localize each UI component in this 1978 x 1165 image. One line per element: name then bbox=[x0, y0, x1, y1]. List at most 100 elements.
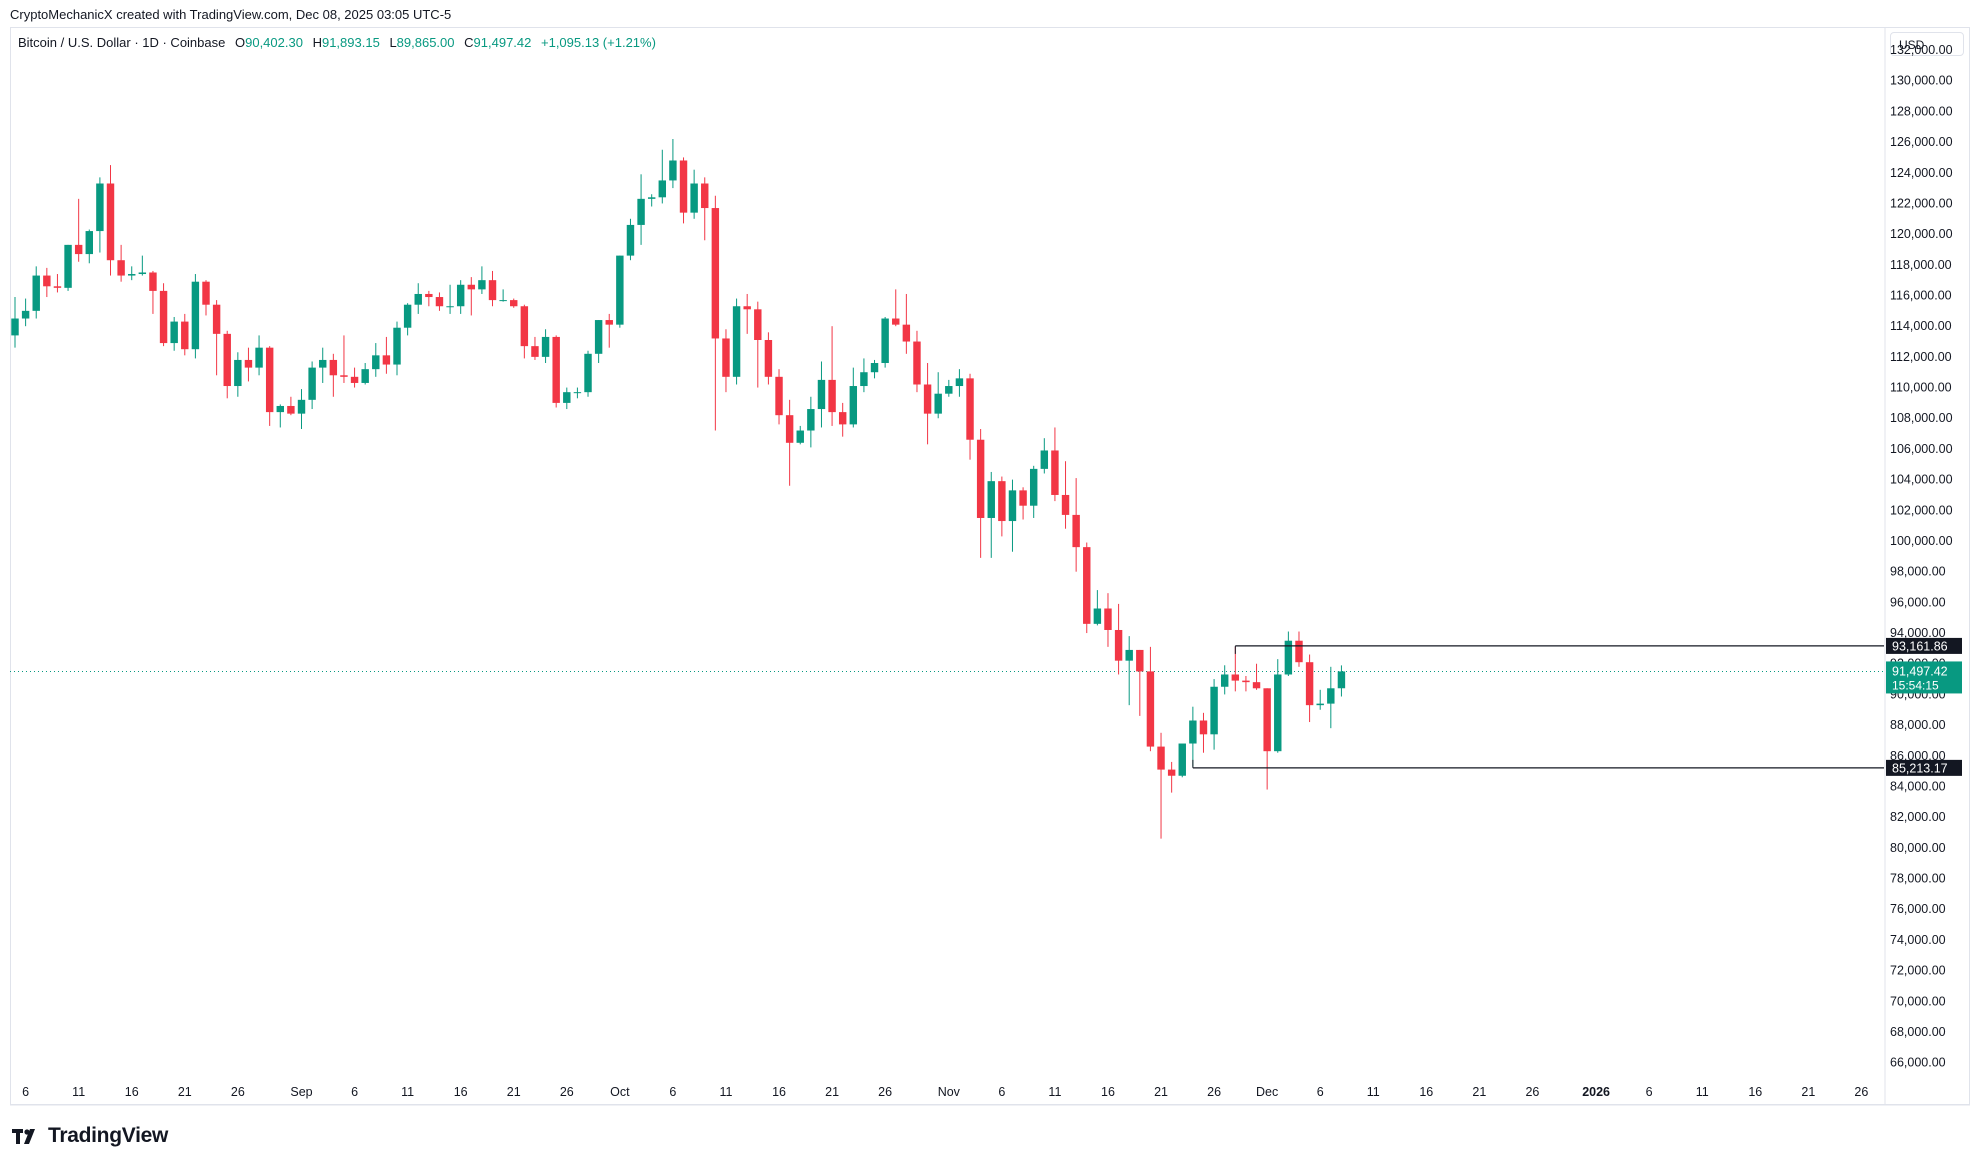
candle-body bbox=[573, 392, 582, 394]
tradingview-logo-text: TradingView bbox=[48, 1124, 169, 1147]
candle-body bbox=[1231, 674, 1240, 681]
candle-body bbox=[106, 183, 115, 261]
level-price-label: 85,213.17 bbox=[1892, 761, 1948, 775]
candle-body bbox=[96, 183, 104, 232]
candle-body bbox=[647, 197, 656, 199]
candle-body bbox=[870, 363, 879, 373]
candle-body bbox=[913, 341, 921, 385]
x-tick-label: 2026 bbox=[1582, 1085, 1610, 1099]
candle-body bbox=[626, 224, 635, 256]
candle-body bbox=[244, 359, 253, 368]
candle-body bbox=[934, 393, 942, 414]
candle-body bbox=[21, 310, 30, 319]
y-tick-label: 124,000.00 bbox=[1890, 166, 1953, 180]
currency-button[interactable]: USD bbox=[1890, 32, 1964, 56]
x-tick-label: 26 bbox=[231, 1085, 245, 1099]
candle-body bbox=[764, 339, 773, 377]
x-tick-label: 26 bbox=[1207, 1085, 1221, 1099]
y-tick-label: 128,000.00 bbox=[1890, 104, 1953, 118]
candle-body bbox=[1263, 688, 1271, 752]
x-tick-label: 26 bbox=[1854, 1085, 1868, 1099]
candle-body bbox=[796, 430, 804, 443]
chart-credit: CryptoMechanicX created with TradingView… bbox=[10, 7, 452, 22]
x-tick-label: 16 bbox=[1419, 1085, 1433, 1099]
x-tick-label: 6 bbox=[1646, 1085, 1653, 1099]
candle-body bbox=[1305, 662, 1314, 706]
x-tick-label: 21 bbox=[825, 1085, 839, 1099]
candle-body bbox=[1040, 450, 1049, 469]
candle-body bbox=[393, 327, 401, 365]
candle-body bbox=[340, 375, 348, 377]
candle-body bbox=[1093, 608, 1102, 624]
candle-body bbox=[1189, 720, 1197, 744]
y-tick-label: 88,000.00 bbox=[1890, 718, 1946, 732]
candle-body bbox=[202, 281, 210, 305]
candle-body bbox=[372, 355, 380, 370]
candle-body bbox=[541, 336, 550, 357]
candle-body bbox=[53, 286, 62, 288]
candle-body bbox=[64, 244, 72, 288]
symbol-title[interactable]: Bitcoin / U.S. Dollar · 1D · Coinbase bbox=[18, 35, 226, 50]
candle-body bbox=[1178, 743, 1186, 776]
y-tick-label: 100,000.00 bbox=[1890, 534, 1953, 548]
candle-body bbox=[265, 347, 274, 413]
candle-body bbox=[1167, 769, 1176, 776]
countdown-label: 15:54:15 bbox=[1892, 678, 1939, 692]
candle-body bbox=[1051, 450, 1059, 495]
x-tick-label: 16 bbox=[1101, 1085, 1115, 1099]
x-tick-label: 6 bbox=[22, 1085, 29, 1099]
candle-body bbox=[74, 244, 83, 255]
y-tick-label: 126,000.00 bbox=[1890, 135, 1953, 149]
candle-body bbox=[605, 320, 613, 325]
candle-body bbox=[722, 338, 730, 377]
x-tick-label: 21 bbox=[507, 1085, 521, 1099]
candlestick-chart[interactable]: 66,000.00 68,000.00 70,000.00 72,000.00 74,0… bbox=[0, 0, 1978, 1110]
candle-body bbox=[955, 378, 964, 387]
low-value: 89,865.00 bbox=[396, 35, 455, 50]
level-price-label: 93,161.86 bbox=[1892, 639, 1948, 653]
candle-body bbox=[838, 412, 847, 425]
y-tick-label: 96,000.00 bbox=[1890, 595, 1946, 609]
candle-body bbox=[32, 275, 40, 311]
candle-body bbox=[138, 272, 147, 275]
candle-body bbox=[807, 409, 815, 431]
candle-body bbox=[223, 333, 231, 387]
candle-body bbox=[1242, 680, 1250, 683]
x-tick-label: 11 bbox=[1367, 1085, 1380, 1099]
candle-body bbox=[1029, 468, 1038, 506]
candle-body bbox=[1083, 547, 1091, 624]
x-tick-label: 26 bbox=[878, 1085, 892, 1099]
candle-body bbox=[1220, 674, 1229, 687]
candle-body bbox=[467, 284, 476, 290]
candle-body bbox=[287, 405, 295, 414]
y-tick-label: 80,000.00 bbox=[1890, 841, 1946, 855]
candle-body bbox=[743, 306, 751, 310]
x-tick-label: 11 bbox=[719, 1085, 732, 1099]
candle-body bbox=[892, 318, 900, 325]
x-tick-label: Nov bbox=[938, 1085, 961, 1099]
candle-body bbox=[1114, 629, 1123, 661]
candle-body bbox=[1295, 640, 1303, 663]
candle-body bbox=[159, 290, 168, 344]
candle-body bbox=[1252, 682, 1261, 689]
tradingview-logo[interactable]: TradingView bbox=[12, 1124, 168, 1148]
candle-body bbox=[170, 321, 178, 344]
candle-body bbox=[1072, 514, 1080, 548]
candle-body bbox=[966, 378, 974, 440]
candle-body bbox=[276, 405, 284, 413]
candle-body bbox=[1061, 494, 1070, 515]
tradingview-logo-icon bbox=[12, 1129, 35, 1144]
x-tick-label: Sep bbox=[290, 1085, 312, 1099]
candle-body bbox=[234, 359, 242, 387]
y-tick-label: 110,000.00 bbox=[1890, 381, 1952, 395]
y-tick-label: 112,000.00 bbox=[1890, 350, 1952, 364]
candle-body bbox=[998, 481, 1006, 522]
high-value: 91,893.15 bbox=[321, 35, 380, 50]
candle-body bbox=[1157, 746, 1165, 770]
candle-body bbox=[976, 439, 985, 518]
candle-body bbox=[361, 369, 369, 383]
candle-body bbox=[817, 379, 826, 410]
x-tick-label: 11 bbox=[401, 1085, 414, 1099]
candle-body bbox=[902, 324, 911, 342]
candle-body bbox=[881, 318, 889, 364]
